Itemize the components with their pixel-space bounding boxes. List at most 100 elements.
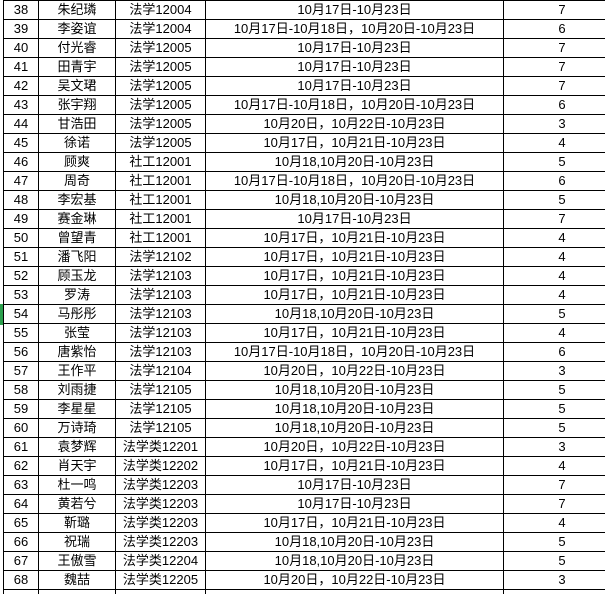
days-cell[interactable]: 4 [503, 247, 605, 267]
dates-cell[interactable]: 10月17日-10月23日 [205, 38, 504, 58]
days-cell[interactable]: 7 [503, 76, 605, 96]
dates-cell[interactable]: 10月17日-10月23日 [205, 57, 504, 77]
name-cell[interactable]: 杜一鸣 [38, 475, 116, 495]
class-cell[interactable]: 法学12103 [115, 266, 206, 286]
days-cell[interactable]: 4 [503, 228, 605, 248]
row-number-cell[interactable]: 52 [3, 266, 39, 286]
days-cell[interactable]: 5 [503, 418, 605, 438]
dates-cell[interactable]: 10月18,10月20日-10月23日 [205, 418, 504, 438]
row-number-cell[interactable]: 57 [3, 361, 39, 381]
row-number-cell[interactable]: 54 [3, 304, 39, 324]
name-cell[interactable]: 靳璐 [38, 513, 116, 533]
dates-cell[interactable]: 10月18,10月20日-10月23日 [205, 551, 504, 571]
class-cell[interactable]: 法学12005 [115, 95, 206, 115]
name-cell[interactable]: 袁梦辉 [38, 437, 116, 457]
class-cell[interactable]: 社工12001 [115, 171, 206, 191]
name-cell[interactable]: 曾望青 [38, 228, 116, 248]
days-cell[interactable]: 4 [503, 133, 605, 153]
days-cell[interactable]: 5 [503, 380, 605, 400]
days-cell[interactable]: 7 [503, 475, 605, 495]
dates-cell[interactable]: 10月17日，10月21日-10月23日 [205, 323, 504, 343]
days-cell[interactable]: 7 [503, 38, 605, 58]
name-cell[interactable]: 马彤彤 [38, 304, 116, 324]
name-cell[interactable]: 刘雨捷 [38, 380, 116, 400]
name-cell[interactable]: 赛金琳 [38, 209, 116, 229]
row-number-cell[interactable]: 47 [3, 171, 39, 191]
dates-cell[interactable]: 10月18,10月20日-10月23日 [205, 380, 504, 400]
class-cell[interactable]: 法学12103 [115, 342, 206, 362]
name-cell[interactable]: 吴文珺 [38, 76, 116, 96]
days-cell[interactable]: 7 [503, 494, 605, 514]
days-cell[interactable]: 5 [503, 190, 605, 210]
row-number-cell[interactable]: 51 [3, 247, 39, 267]
days-cell[interactable]: 6 [503, 342, 605, 362]
dates-cell[interactable]: 10月17日，10月21日-10月23日 [205, 285, 504, 305]
row-number-cell[interactable]: 42 [3, 76, 39, 96]
class-cell[interactable]: 法学类12202 [115, 456, 206, 476]
row-number-cell[interactable]: 55 [3, 323, 39, 343]
dates-cell[interactable]: 10月17日，10月21日-10月23日 [205, 266, 504, 286]
class-cell[interactable]: 法学12005 [115, 133, 206, 153]
class-cell[interactable]: 法学12103 [115, 285, 206, 305]
name-cell[interactable]: 付光睿 [38, 38, 116, 58]
dates-cell[interactable]: 10月17日-10月18日，10月20日-10月23日 [205, 95, 504, 115]
class-cell[interactable]: 社工12001 [115, 190, 206, 210]
class-cell[interactable]: 法学12005 [115, 76, 206, 96]
dates-cell[interactable]: 10月20日，10月22日-10月23日 [205, 437, 504, 457]
row-number-cell[interactable]: 67 [3, 551, 39, 571]
class-cell[interactable]: 法学12004 [115, 0, 206, 20]
name-cell[interactable]: 唐紫怡 [38, 342, 116, 362]
row-number-cell[interactable]: 59 [3, 399, 39, 419]
dates-cell[interactable]: 10月18,10月20日-10月23日 [205, 190, 504, 210]
dates-cell[interactable]: 10月17日-10月23日 [205, 0, 504, 20]
days-cell[interactable]: 7 [503, 0, 605, 20]
days-cell[interactable]: 5 [503, 399, 605, 419]
name-cell[interactable]: 万诗琦 [38, 418, 116, 438]
days-cell[interactable]: 6 [503, 95, 605, 115]
class-cell[interactable]: 法学类12203 [115, 494, 206, 514]
dates-cell[interactable]: 10月17日-10月23日 [205, 475, 504, 495]
class-cell[interactable]: 法学12103 [115, 304, 206, 324]
dates-cell[interactable]: 10月18,10月20日-10月23日 [205, 399, 504, 419]
name-cell[interactable]: 王傲雪 [38, 551, 116, 571]
dates-cell[interactable]: 10月17日，10月21日-10月23日 [205, 228, 504, 248]
days-cell[interactable]: 7 [503, 57, 605, 77]
class-cell[interactable]: 法学12004 [115, 19, 206, 39]
class-cell[interactable]: 法学12005 [115, 114, 206, 134]
class-cell[interactable]: 法学12005 [115, 57, 206, 77]
dates-cell[interactable]: 10月18,10月20日-10月23日 [205, 152, 504, 172]
name-cell[interactable]: 罗涛 [38, 285, 116, 305]
row-number-cell[interactable]: 60 [3, 418, 39, 438]
row-number-cell[interactable]: 46 [3, 152, 39, 172]
name-cell[interactable]: 肖天宇 [38, 456, 116, 476]
class-cell[interactable]: 法学类12204 [115, 551, 206, 571]
days-cell[interactable]: 5 [503, 532, 605, 552]
class-cell[interactable]: 社工12001 [115, 228, 206, 248]
days-cell[interactable]: 5 [503, 152, 605, 172]
days-cell[interactable]: 7 [503, 209, 605, 229]
days-cell[interactable]: 6 [503, 171, 605, 191]
dates-cell[interactable]: 10月17日，10月21日-10月23日 [205, 456, 504, 476]
days-cell[interactable]: 3 [503, 437, 605, 457]
dates-cell[interactable]: 10月17日-10月23日 [205, 76, 504, 96]
class-cell[interactable]: 法学12105 [115, 380, 206, 400]
row-number-cell[interactable]: 65 [3, 513, 39, 533]
name-cell[interactable]: 王作平 [38, 361, 116, 381]
name-cell[interactable]: 李星星 [38, 399, 116, 419]
dates-cell[interactable]: 10月17日-10月18日，10月20日-10月23日 [205, 171, 504, 191]
name-cell[interactable]: 顾爽 [38, 152, 116, 172]
row-number-cell[interactable]: 56 [3, 342, 39, 362]
name-cell[interactable]: 朱纪璘 [38, 0, 116, 20]
dates-cell[interactable]: 10月17日-10月18日，10月20日-10月23日 [205, 19, 504, 39]
row-number-cell[interactable]: 44 [3, 114, 39, 134]
name-cell[interactable]: 魏喆 [38, 570, 116, 590]
days-cell[interactable]: 4 [503, 323, 605, 343]
row-number-cell[interactable]: 58 [3, 380, 39, 400]
row-number-cell[interactable]: 66 [3, 532, 39, 552]
name-cell[interactable]: 田青宇 [38, 57, 116, 77]
row-number-cell[interactable]: 41 [3, 57, 39, 77]
class-cell[interactable]: 法学12105 [115, 399, 206, 419]
row-number-cell[interactable]: 63 [3, 475, 39, 495]
days-cell[interactable]: 5 [503, 304, 605, 324]
name-cell[interactable]: 徐诺 [38, 133, 116, 153]
